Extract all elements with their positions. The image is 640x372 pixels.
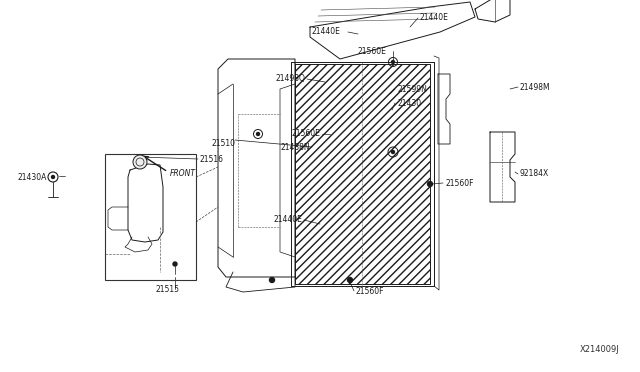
Text: 21560E: 21560E — [291, 129, 320, 138]
Circle shape — [392, 61, 394, 64]
Text: 92184X: 92184X — [520, 170, 549, 179]
Text: 21430: 21430 — [397, 99, 421, 109]
Bar — [105, 154, 196, 280]
Text: 21440E: 21440E — [420, 13, 449, 22]
Circle shape — [392, 151, 394, 154]
Circle shape — [133, 155, 147, 169]
Text: FRONT: FRONT — [170, 170, 196, 179]
Circle shape — [428, 182, 433, 186]
Text: 21560F: 21560F — [356, 288, 385, 296]
Circle shape — [348, 278, 353, 282]
Text: 21560E: 21560E — [358, 48, 387, 57]
Text: 21498M: 21498M — [520, 83, 550, 92]
Text: 21515: 21515 — [155, 285, 179, 295]
Circle shape — [51, 176, 54, 179]
Text: 21516: 21516 — [200, 154, 224, 164]
Circle shape — [173, 262, 177, 266]
Text: 21440E: 21440E — [273, 215, 302, 224]
Text: 21430A: 21430A — [18, 173, 47, 182]
Text: 21440E: 21440E — [311, 28, 340, 36]
Text: 21498Q: 21498Q — [275, 74, 305, 83]
Text: 21560F: 21560F — [445, 180, 474, 189]
Text: 21510: 21510 — [212, 140, 236, 148]
Circle shape — [257, 132, 259, 135]
Bar — [295, 64, 430, 284]
Circle shape — [269, 278, 275, 282]
Text: 21488N: 21488N — [280, 142, 310, 151]
Text: 21599N: 21599N — [397, 86, 427, 94]
Text: X214009J: X214009J — [580, 346, 620, 355]
